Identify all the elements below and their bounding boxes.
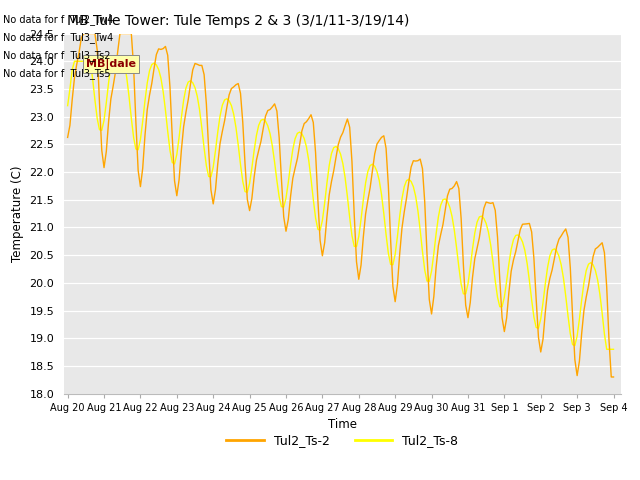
X-axis label: Time: Time <box>328 418 357 431</box>
Tul2_Ts-8 <box>607 347 615 352</box>
Text: MB|dale: MB|dale <box>86 59 136 70</box>
Legend: Tul2_Ts-2, Tul2_Ts-8: Tul2_Ts-2, Tul2_Ts-8 <box>221 429 463 452</box>
Tul2_Ts-2 <box>127 31 135 36</box>
Tul2_Ts-8 <box>64 103 72 108</box>
Tul2_Ts-8 <box>378 192 385 197</box>
Y-axis label: Temperature (C): Temperature (C) <box>11 165 24 262</box>
Line: Tul2_Ts-8: Tul2_Ts-8 <box>68 61 614 349</box>
Tul2_Ts-8 <box>610 347 618 352</box>
Text: No data for f  Tul3_Tw4: No data for f Tul3_Tw4 <box>3 32 113 43</box>
Tul2_Ts-2 <box>607 374 615 380</box>
Tul2_Ts-2 <box>80 31 88 36</box>
Tul2_Ts-8 <box>70 59 78 64</box>
Tul2_Ts-2 <box>505 289 513 295</box>
Tul2_Ts-8 <box>273 178 281 183</box>
Tul2_Ts-2 <box>605 336 613 342</box>
Text: MB Tule Tower: Tule Temps 2 & 3 (3/1/11-3/19/14): MB Tule Tower: Tule Temps 2 & 3 (3/1/11-… <box>67 14 409 28</box>
Tul2_Ts-8 <box>127 115 135 121</box>
Tul2_Ts-2 <box>378 134 385 140</box>
Tul2_Ts-2 <box>273 108 281 114</box>
Tul2_Ts-8 <box>603 347 611 352</box>
Tul2_Ts-8 <box>468 246 476 252</box>
Text: No data for f  Tul2_Tw4: No data for f Tul2_Tw4 <box>3 13 113 24</box>
Text: No data for f  Tul3_Ts5: No data for f Tul3_Ts5 <box>3 68 111 79</box>
Tul2_Ts-2 <box>610 374 618 380</box>
Line: Tul2_Ts-2: Tul2_Ts-2 <box>68 34 614 377</box>
Tul2_Ts-2 <box>468 275 476 280</box>
Text: No data for f  Tul3_Ts2: No data for f Tul3_Ts2 <box>3 50 111 61</box>
Tul2_Ts-2 <box>64 134 72 140</box>
Tul2_Ts-8 <box>505 261 513 267</box>
